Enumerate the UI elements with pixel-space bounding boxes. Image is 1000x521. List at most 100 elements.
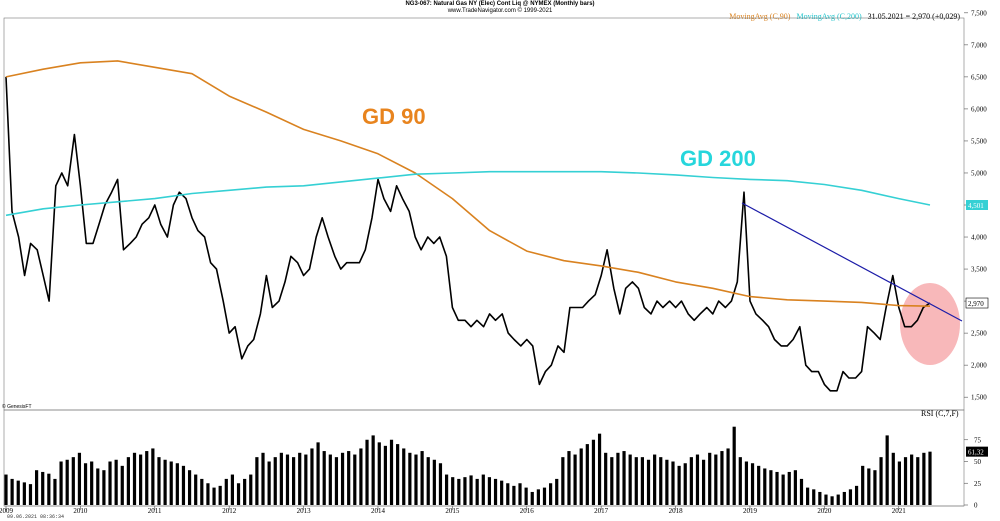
rsi-bar [298, 452, 302, 505]
price-y-tick-label: 7,500 [971, 9, 987, 17]
rsi-bar [383, 445, 387, 505]
rsi-bar [610, 457, 614, 505]
legend-last-value: 31.05.2021 = 2,970 (+0,029) [867, 12, 960, 21]
rsi-bar [744, 461, 749, 505]
rsi-bar [732, 426, 736, 505]
rsi-bar [518, 483, 522, 505]
rsi-bar [683, 463, 687, 505]
rsi-bar [738, 457, 742, 505]
rsi-bar [83, 463, 88, 505]
rsi-bar [90, 461, 94, 505]
rsi-title: RSI (C,7,F) [921, 409, 959, 418]
rsi-bar [414, 454, 418, 505]
rsi-bar [463, 477, 467, 505]
rsi-bar [903, 457, 908, 505]
date-stamp: 09.06.2021 08:36:34 [7, 514, 65, 520]
rsi-bar [432, 459, 436, 505]
rsi-bar [181, 465, 186, 505]
rsi-bar [132, 452, 137, 505]
rsi-bar [897, 461, 902, 505]
rsi-bar [126, 457, 130, 505]
rsi-bar [714, 454, 718, 505]
rsi-bar [340, 452, 345, 505]
rsi-bar [812, 489, 816, 505]
rsi-bar [781, 474, 785, 505]
rsi-bar [34, 470, 39, 505]
rsi-bar [879, 457, 883, 505]
rsi-bar [273, 457, 277, 505]
rsi-bar [261, 452, 265, 505]
rsi-bar [585, 444, 589, 505]
rsi-bar [653, 454, 657, 505]
year-tick-label: 2015 [445, 507, 460, 515]
year-tick-label: 2018 [669, 507, 684, 515]
rsi-bar [120, 465, 124, 505]
rsi-bar [916, 457, 920, 505]
rsi-bar [757, 465, 761, 505]
rsi-bar [322, 451, 326, 505]
rsi-bar [555, 478, 559, 505]
rsi-y-tick-label: 50 [974, 458, 982, 466]
annotation-gd200: GD 200 [680, 146, 756, 171]
rsi-bar [139, 454, 143, 505]
rsi-bar [163, 459, 167, 505]
ma200-last-box [966, 200, 988, 210]
rsi-bar [665, 459, 669, 505]
rsi-bar [236, 483, 241, 505]
ma90-series-line [5, 60, 931, 307]
rsi-bar [530, 491, 534, 505]
rsi-bar [622, 451, 626, 505]
rsi-bar [671, 461, 675, 505]
rsi-bar [542, 487, 547, 505]
rsi-bar [47, 473, 51, 505]
rsi-bar [28, 484, 33, 505]
rsi-bar [591, 439, 596, 505]
rsi-bar [910, 454, 914, 505]
rsi-bar [451, 477, 455, 505]
rsi-last-box [966, 446, 988, 457]
rsi-bar [53, 478, 57, 505]
rsi-bar [444, 474, 449, 505]
rsi-bar [469, 475, 473, 505]
rsi-bar [646, 459, 651, 505]
price-y-tick-label: 6,500 [971, 73, 987, 81]
ma200-series-line [5, 170, 931, 217]
rsi-y-tick-label: 0 [974, 502, 978, 510]
rsi-bar [16, 480, 20, 505]
rsi-bar [720, 451, 724, 505]
rsi-bar [96, 468, 100, 505]
rsi-bar [475, 478, 479, 505]
rsi-bar [114, 459, 118, 505]
year-tick-label: 2016 [520, 507, 535, 515]
rsi-bar [145, 451, 149, 505]
rsi-bar [169, 461, 173, 505]
rsi-bar [500, 480, 504, 505]
rsi-bar [604, 452, 608, 505]
rsi-bar [750, 463, 755, 505]
rsi-bar [292, 457, 296, 505]
rsi-bar [206, 483, 210, 505]
legend-ma90: MovingAvg (C,90) [729, 12, 791, 21]
rsi-bar [408, 452, 412, 505]
rsi-bar [457, 478, 461, 505]
legend-ma200: MovingAvg (C,200) [796, 12, 862, 21]
rsi-bar [426, 457, 430, 505]
rsi-bar [701, 459, 706, 505]
rsi-bar [769, 470, 773, 505]
rsi-bar [102, 470, 106, 505]
year-tick-label: 2014 [371, 507, 386, 515]
rsi-bar [806, 487, 810, 505]
rsi-bar [848, 489, 853, 505]
rsi-bar [230, 474, 235, 505]
rsi-bar [549, 483, 553, 505]
rsi-bar [187, 470, 192, 505]
rsi-bar [316, 442, 320, 505]
rsi-bar [524, 487, 528, 505]
year-tick-label: 2019 [743, 507, 758, 515]
rsi-bar [65, 459, 69, 505]
rsi-bar [353, 454, 357, 505]
chart-title: NG3-067: Natural Gas NY (Elec) Cont Liq … [405, 1, 595, 7]
price-y-tick-label: 4,000 [971, 234, 987, 242]
year-tick-label: 2021 [892, 507, 907, 515]
